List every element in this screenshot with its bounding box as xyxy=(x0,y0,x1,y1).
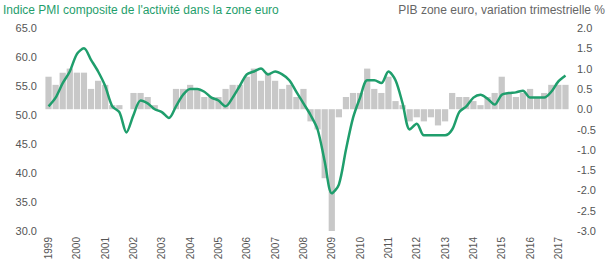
svg-text:2011: 2011 xyxy=(383,237,394,259)
svg-text:2009: 2009 xyxy=(326,237,337,260)
svg-text:2012: 2012 xyxy=(411,237,422,260)
svg-text:2010: 2010 xyxy=(355,237,366,260)
svg-text:1.5: 1.5 xyxy=(577,42,592,54)
svg-text:-2.0: -2.0 xyxy=(577,184,596,196)
svg-text:2003: 2003 xyxy=(156,237,167,260)
svg-text:1.0: 1.0 xyxy=(577,63,592,75)
svg-text:2014: 2014 xyxy=(468,237,479,260)
svg-text:45.0: 45.0 xyxy=(16,138,37,150)
svg-text:2000: 2000 xyxy=(71,237,82,260)
svg-text:2007: 2007 xyxy=(270,237,281,260)
svg-text:-1.5: -1.5 xyxy=(577,164,596,176)
svg-text:2013: 2013 xyxy=(440,237,451,260)
svg-text:2001: 2001 xyxy=(100,237,111,260)
svg-text:0.0: 0.0 xyxy=(577,103,592,115)
svg-text:2016: 2016 xyxy=(525,237,536,260)
svg-text:2004: 2004 xyxy=(185,237,196,260)
svg-text:30.0: 30.0 xyxy=(16,225,37,237)
svg-text:0.5: 0.5 xyxy=(577,83,592,95)
svg-text:55.0: 55.0 xyxy=(16,80,37,92)
svg-text:2017: 2017 xyxy=(553,237,564,260)
svg-text:40.0: 40.0 xyxy=(16,167,37,179)
svg-text:2005: 2005 xyxy=(213,237,224,260)
svg-text:35.0: 35.0 xyxy=(16,196,37,208)
svg-text:2015: 2015 xyxy=(496,237,507,260)
svg-text:1999: 1999 xyxy=(43,237,54,260)
svg-text:-1.0: -1.0 xyxy=(577,144,596,156)
svg-text:-0.5: -0.5 xyxy=(577,124,596,136)
svg-text:Indice PMI composite de l'acti: Indice PMI composite de l'activité dans … xyxy=(3,3,279,17)
svg-text:PIB zone euro, variation trime: PIB zone euro, variation trimestrielle % xyxy=(398,3,605,17)
svg-text:-3.0: -3.0 xyxy=(577,225,596,237)
svg-text:2002: 2002 xyxy=(128,237,139,260)
svg-text:2.0: 2.0 xyxy=(577,22,592,34)
svg-text:-2.5: -2.5 xyxy=(577,205,596,217)
svg-text:60.0: 60.0 xyxy=(16,51,37,63)
svg-text:65.0: 65.0 xyxy=(16,22,37,34)
svg-text:2008: 2008 xyxy=(298,237,309,260)
svg-text:2006: 2006 xyxy=(241,237,252,260)
svg-text:50.0: 50.0 xyxy=(16,109,37,121)
